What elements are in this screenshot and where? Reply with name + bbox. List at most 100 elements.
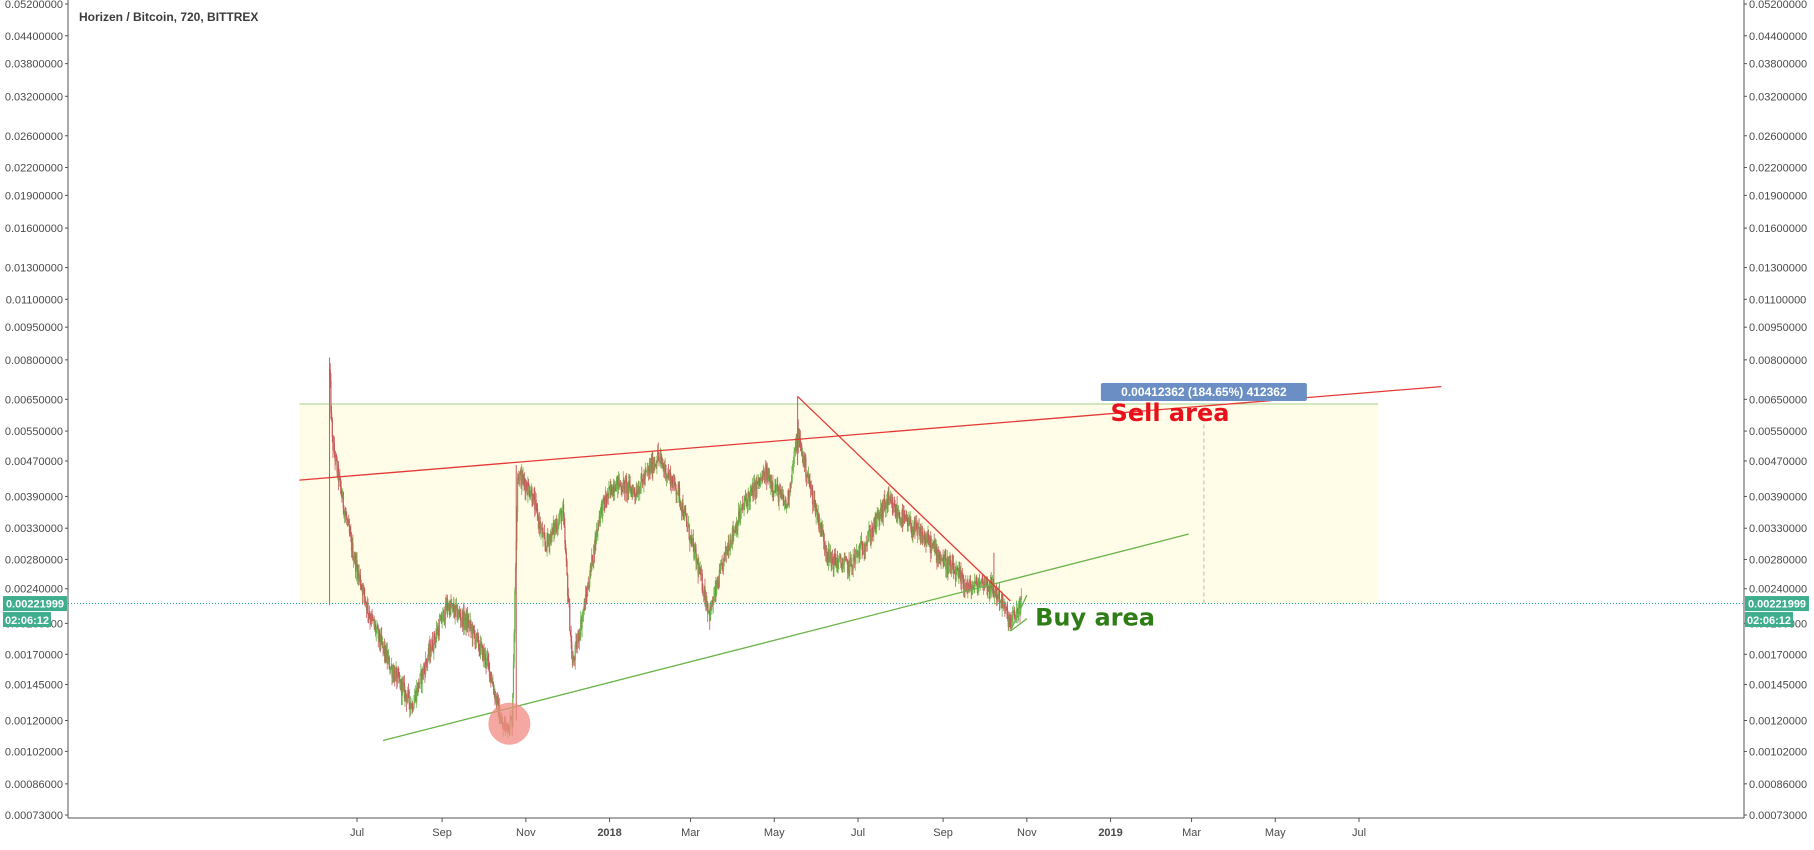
candle <box>838 555 840 570</box>
candle <box>906 510 908 522</box>
candle <box>545 541 547 553</box>
candle <box>909 511 911 524</box>
candle <box>742 496 744 514</box>
candle <box>940 555 942 570</box>
candle <box>1015 611 1017 623</box>
candle <box>453 596 455 619</box>
candle <box>870 529 872 549</box>
candle <box>354 551 356 566</box>
candle <box>854 549 856 571</box>
x-tick-label: May <box>764 827 785 839</box>
y-tick-left: 0.00280000 <box>5 554 63 566</box>
candle <box>934 539 936 557</box>
candle <box>451 598 453 609</box>
candle <box>541 523 543 530</box>
candle <box>438 613 440 641</box>
candle <box>757 474 760 489</box>
candle <box>884 502 887 518</box>
candle <box>934 538 937 555</box>
candle <box>582 607 585 623</box>
candle <box>790 481 792 493</box>
candle <box>792 460 794 471</box>
candle <box>586 587 588 605</box>
candle <box>904 514 906 523</box>
candle <box>611 484 613 495</box>
candle <box>469 612 471 632</box>
candle <box>466 609 468 632</box>
candle <box>709 609 711 630</box>
candle <box>613 480 615 501</box>
candle <box>1005 606 1007 611</box>
candle <box>431 637 433 652</box>
candle <box>871 522 874 542</box>
candle <box>420 663 422 676</box>
candle <box>468 620 471 632</box>
candle <box>646 470 648 473</box>
candle <box>520 466 522 489</box>
candle <box>652 457 655 474</box>
candle <box>698 563 701 575</box>
candle <box>601 499 603 519</box>
candle <box>336 456 338 478</box>
candle <box>366 602 368 618</box>
candle <box>814 500 817 518</box>
candle <box>855 549 857 565</box>
trendline-3[interactable] <box>797 395 1011 602</box>
y-tick-left: 0.00650000 <box>5 394 63 406</box>
candle <box>631 484 633 501</box>
candle <box>815 504 817 525</box>
candle <box>621 482 624 493</box>
candle <box>528 484 530 498</box>
candle <box>972 580 974 595</box>
candle <box>723 551 725 567</box>
candle <box>686 513 688 532</box>
candle <box>834 548 836 566</box>
candle <box>882 499 884 523</box>
candle <box>490 672 493 684</box>
candle <box>805 454 807 483</box>
candle <box>997 593 999 603</box>
candle <box>392 663 394 683</box>
candle <box>476 632 478 643</box>
candle <box>756 474 758 498</box>
candle <box>465 607 467 636</box>
candle <box>834 548 836 566</box>
candle <box>700 566 702 582</box>
trendline-1[interactable] <box>299 385 1442 481</box>
candle <box>481 641 483 648</box>
candle <box>340 480 342 497</box>
candle <box>880 499 882 519</box>
candle <box>676 492 679 495</box>
candle <box>556 518 558 537</box>
y-tick-left: 0.02200000 <box>5 163 63 175</box>
candle <box>690 529 692 547</box>
candle <box>425 651 427 678</box>
candle <box>1007 601 1009 622</box>
candle <box>866 541 868 547</box>
candle <box>744 489 747 502</box>
candle <box>530 483 532 496</box>
candle <box>759 477 761 487</box>
candle <box>350 531 353 558</box>
candle <box>853 554 855 562</box>
candle <box>932 543 934 549</box>
candle <box>653 456 655 473</box>
candle <box>886 493 888 517</box>
candle <box>368 605 370 619</box>
candle <box>643 470 646 485</box>
candle <box>840 562 843 571</box>
candle <box>518 470 520 485</box>
candle <box>486 650 488 669</box>
y-tick-left: 0.01900000 <box>5 190 63 202</box>
y-tick-right: 0.00950000 <box>1749 322 1807 334</box>
candle <box>850 554 852 567</box>
candle <box>525 479 527 501</box>
candle <box>893 502 895 513</box>
candle <box>719 563 721 574</box>
candle <box>913 516 915 536</box>
candle <box>691 537 693 548</box>
candle <box>737 502 740 526</box>
candle <box>775 479 777 494</box>
